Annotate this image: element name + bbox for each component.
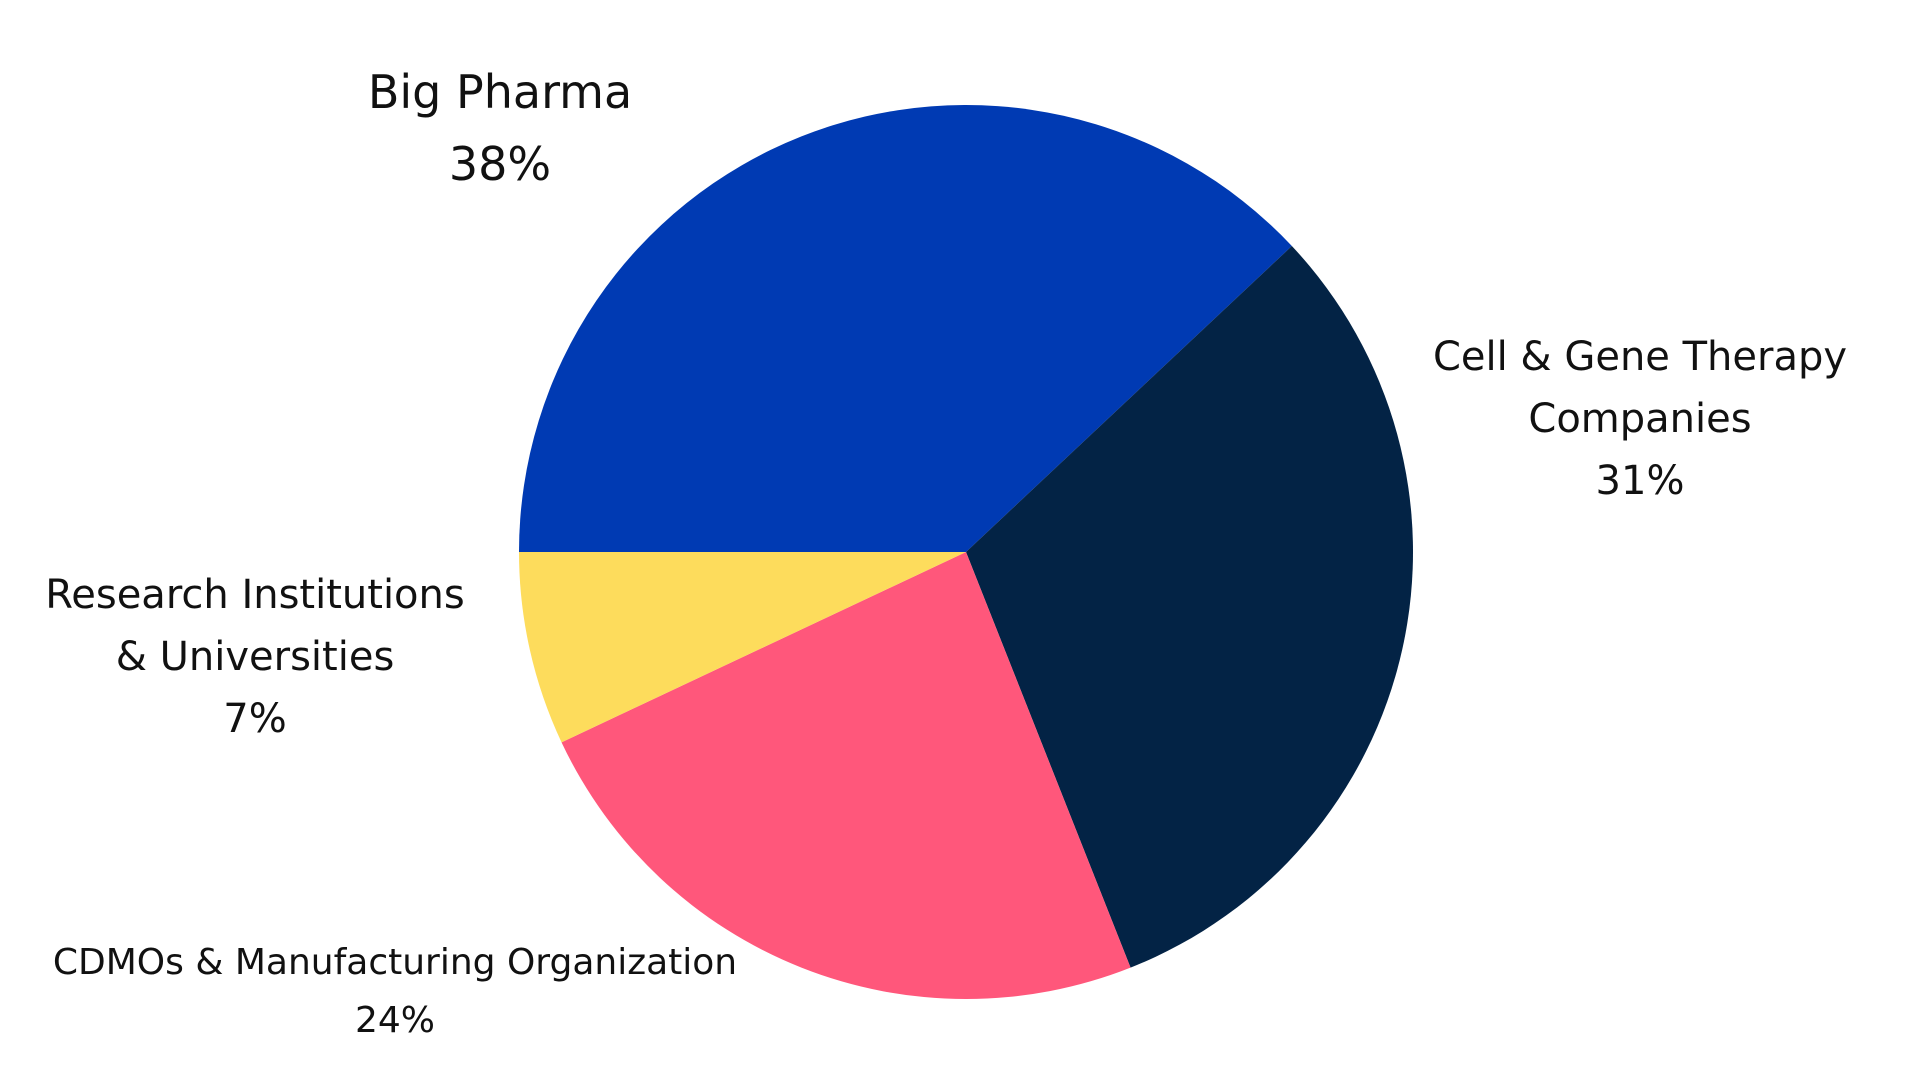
slice-category-label: Cell & Gene Therapy (1433, 334, 1847, 380)
slice-label-4: Research Institutions & Universities 7% (45, 572, 464, 742)
slice-value-label: 31% (1596, 458, 1685, 504)
slice-category-label: Companies (1528, 396, 1751, 442)
pie-slices (519, 104, 1414, 999)
slice-value-label: 24% (355, 1000, 435, 1041)
slice-label-2: Cell & Gene Therapy Companies 31% (1433, 334, 1847, 504)
slice-labels: Big Pharma 38% Cell & Gene Therapy Companie… (45, 65, 1847, 1041)
pie-slice-1 (519, 104, 1292, 552)
slice-value-label: 7% (223, 696, 286, 742)
slice-label-1: Big Pharma 38% (368, 65, 632, 191)
slice-category-label: & Universities (116, 634, 395, 680)
slice-value-label: 38% (449, 137, 551, 191)
pie-slice-3 (561, 552, 1131, 999)
pie-slice-2 (966, 246, 1414, 968)
slice-label-3: CDMOs & Manufacturing Organization 24% (53, 942, 737, 1041)
slice-category-label: Big Pharma (368, 65, 632, 119)
slice-category-label: Research Institutions (45, 572, 464, 618)
pie-slice-4 (519, 552, 966, 743)
slice-category-label: CDMOs & Manufacturing Organization (53, 942, 737, 983)
